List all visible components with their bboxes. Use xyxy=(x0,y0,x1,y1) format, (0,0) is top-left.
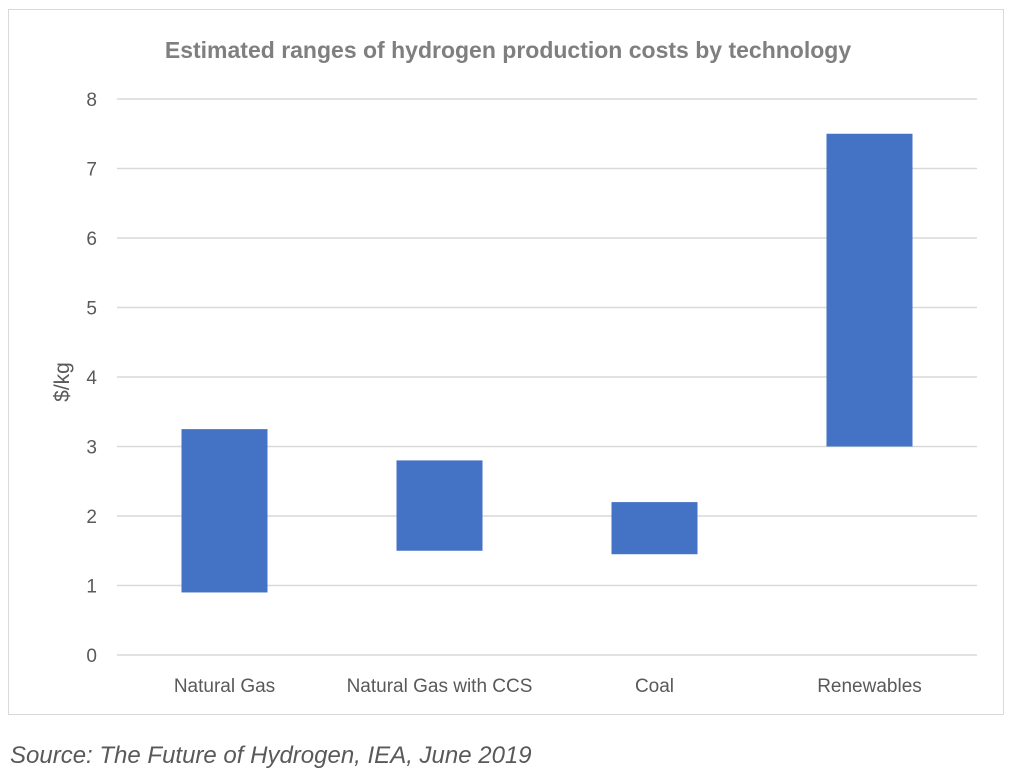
y-tick-label: 4 xyxy=(86,368,97,389)
chart-frame: Estimated ranges of hydrogen production … xyxy=(8,9,1004,715)
y-tick-label: 1 xyxy=(86,577,97,598)
y-tick-label: 7 xyxy=(86,160,97,181)
y-tick-label: 6 xyxy=(86,229,97,250)
y-tick-label: 5 xyxy=(86,299,97,320)
y-tick-label: 0 xyxy=(86,646,97,667)
bar-layer xyxy=(181,133,913,593)
y-tick-labels: 0 1 2 3 4 5 6 7 8 xyxy=(86,90,97,667)
chart-title: Estimated ranges of hydrogen production … xyxy=(165,37,851,63)
bar-coal xyxy=(611,502,698,555)
x-tick-label: Natural Gas with CCS xyxy=(347,676,533,697)
x-tick-label: Coal xyxy=(635,676,674,697)
y-tick-label: 3 xyxy=(86,438,97,459)
chart-canvas: Estimated ranges of hydrogen production … xyxy=(51,37,977,697)
y-tick-label: 2 xyxy=(86,507,97,528)
x-tick-label: Natural Gas xyxy=(174,676,275,697)
x-tick-label: Renewables xyxy=(817,676,922,697)
y-axis-label: $/kg xyxy=(51,362,74,402)
x-tick-labels: Natural Gas Natural Gas with CCS Coal Renew… xyxy=(174,676,922,697)
bar-natural-gas xyxy=(181,429,268,593)
source-note: Source: The Future of Hydrogen, IEA, Jun… xyxy=(10,742,532,769)
bar-natural-gas-with-ccs xyxy=(396,460,483,551)
y-tick-label: 8 xyxy=(86,90,97,111)
bar-renewables xyxy=(826,133,913,447)
